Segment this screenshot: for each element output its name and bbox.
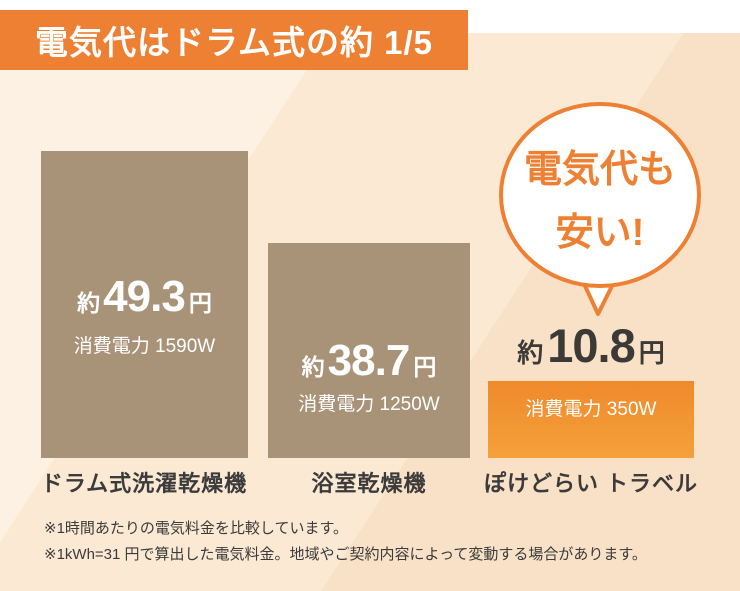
power-product: 消費電力 350W bbox=[525, 399, 657, 420]
category-label-product: ぽけどらい トラベル bbox=[483, 471, 699, 496]
category-label-bathroom-dryer: 浴室乾燥機 bbox=[311, 471, 427, 496]
title-banner: 電気代はドラム式の約 1/5 bbox=[0, 10, 468, 70]
page-title: 電気代はドラム式の約 1/5 bbox=[34, 24, 434, 61]
price-value: 10.8 bbox=[547, 319, 635, 372]
price-prefix: 約 bbox=[517, 338, 544, 368]
price-unit: 円 bbox=[188, 290, 212, 316]
price-drum-dryer: 約 49.3 円 bbox=[41, 272, 248, 322]
speech-bubble-shape bbox=[499, 102, 701, 316]
price-value: 49.3 bbox=[103, 272, 186, 321]
bar-drum-dryer: 約 49.3 円 消費電力 1590W bbox=[41, 151, 248, 458]
bar-bathroom-dryer: 約 38.7 円 消費電力 1250W bbox=[268, 243, 470, 458]
price-unit: 円 bbox=[638, 338, 665, 368]
bubble-line-2: 安い! bbox=[555, 212, 645, 254]
price-value: 38.7 bbox=[327, 336, 411, 385]
price-prefix: 約 bbox=[301, 354, 325, 380]
power-bathroom-dryer: 消費電力 1250W bbox=[298, 394, 440, 415]
bar-product: 消費電力 350W bbox=[488, 381, 694, 458]
price-prefix: 約 bbox=[77, 290, 101, 316]
footnotes: ※1時間あたりの電気料金を比較しています。 ※1kWh=31 円で算出した電気料… bbox=[44, 516, 647, 568]
price-unit: 円 bbox=[413, 354, 437, 380]
power-drum-dryer: 消費電力 1590W bbox=[73, 336, 216, 357]
price-product: 約 10.8 円 bbox=[488, 318, 694, 373]
speech-bubble-text: 電気代も 安い! bbox=[496, 139, 704, 265]
price-bathroom-dryer: 約 38.7 円 bbox=[268, 336, 470, 386]
category-label-drum-dryer: ドラム式洗濯乾燥機 bbox=[40, 471, 248, 496]
footnote-2: ※1kWh=31 円で算出した電気料金。地域やご契約内容によって変動する場合があ… bbox=[44, 546, 647, 563]
bubble-line-1: 電気代も bbox=[523, 149, 676, 191]
footnote-1: ※1時間あたりの電気料金を比較しています。 bbox=[44, 520, 348, 537]
